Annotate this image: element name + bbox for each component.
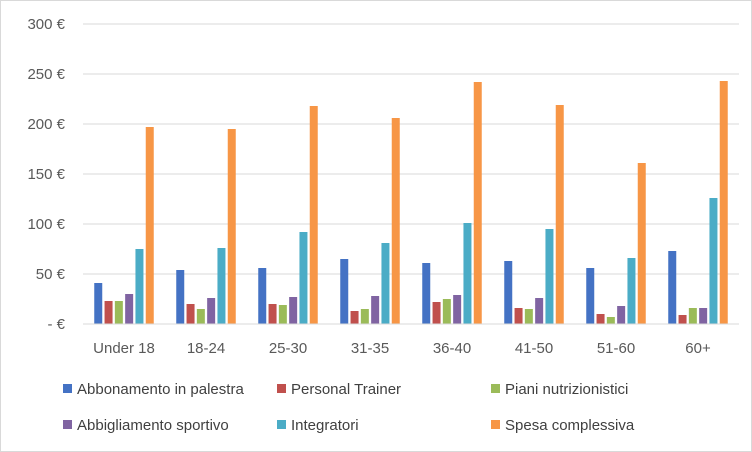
bar-1-under-18 (94, 283, 103, 324)
bar-2-36-40 (432, 302, 441, 324)
bar-2-25-30 (268, 304, 277, 324)
bar-2-60- (678, 315, 687, 324)
legend-label: Abbonamento in palestra (77, 381, 244, 398)
legend-swatch (491, 420, 500, 429)
y-tick-label: 50 € (36, 266, 66, 283)
bar-1-60- (668, 251, 677, 324)
x-axis-tick-labels: Under 18 18-24 25-30 31-35 36-40 41-50 51-60 60… (93, 340, 711, 357)
bar-5-under-18 (135, 249, 144, 324)
bar-1-25-30 (258, 268, 267, 324)
bar-6-18-24 (227, 129, 236, 324)
bar-5-41-50 (545, 229, 554, 324)
x-tick-label: 51-60 (597, 340, 635, 357)
bar-5-25-30 (299, 232, 308, 324)
bar-4-41-50 (535, 298, 544, 324)
bar-3-41-50 (524, 309, 533, 324)
bar-3-18-24 (196, 309, 205, 324)
bar-1-18-24 (176, 270, 185, 324)
legend: Abbonamento in palestra Personal Trainer P… (63, 381, 635, 434)
bar-6-41-50 (555, 105, 564, 324)
bar-5-36-40 (463, 223, 472, 324)
bar-6-60- (719, 81, 728, 324)
bar-3-51-60 (606, 317, 615, 324)
bars (94, 81, 728, 324)
y-tick-label: 250 € (27, 66, 65, 83)
bar-6-under-18 (145, 127, 154, 324)
bar-5-18-24 (217, 248, 226, 324)
bar-4-under-18 (125, 294, 134, 324)
legend-swatch (63, 420, 72, 429)
legend-swatch (277, 384, 286, 393)
legend-swatch (277, 420, 286, 429)
y-tick-label: - € (47, 316, 65, 333)
bar-6-36-40 (473, 82, 482, 324)
legend-label: Personal Trainer (291, 381, 401, 398)
y-axis-tick-labels: - € 50 € 100 € 150 € 200 € 250 € 300 € (27, 16, 65, 333)
legend-swatch (63, 384, 72, 393)
x-tick-label: Under 18 (93, 340, 155, 357)
y-tick-label: 150 € (27, 166, 65, 183)
x-tick-label: 60+ (685, 340, 711, 357)
bar-1-36-40 (422, 263, 431, 324)
bar-2-51-60 (596, 314, 605, 324)
bar-4-36-40 (453, 295, 462, 324)
bar-2-under-18 (104, 301, 113, 324)
legend-label: Spesa complessiva (505, 417, 635, 434)
bar-6-51-60 (637, 163, 646, 324)
x-tick-label: 25-30 (269, 340, 307, 357)
bar-5-60- (709, 198, 718, 324)
bar-4-18-24 (207, 298, 216, 324)
legend-label: Integratori (291, 417, 359, 434)
bar-5-31-35 (381, 243, 390, 324)
bar-4-31-35 (371, 296, 380, 324)
bar-4-25-30 (289, 297, 298, 324)
y-tick-label: 100 € (27, 216, 65, 233)
bar-1-51-60 (586, 268, 595, 324)
bar-3-36-40 (442, 299, 451, 324)
bar-6-25-30 (309, 106, 318, 324)
bar-2-31-35 (350, 311, 359, 324)
bar-3-31-35 (360, 309, 369, 324)
legend-label: Piani nutrizionistici (505, 381, 628, 398)
y-tick-label: 200 € (27, 116, 65, 133)
bar-2-41-50 (514, 308, 523, 324)
bar-3-25-30 (278, 305, 287, 324)
legend-swatch (491, 384, 500, 393)
bar-2-18-24 (186, 304, 195, 324)
y-tick-label: 300 € (27, 16, 65, 33)
bar-3-60- (688, 308, 697, 324)
x-tick-label: 18-24 (187, 340, 225, 357)
bar-1-41-50 (504, 261, 513, 324)
x-tick-label: 36-40 (433, 340, 471, 357)
bar-3-under-18 (114, 301, 123, 324)
bar-5-51-60 (627, 258, 636, 324)
legend-label: Abbigliamento sportivo (77, 417, 229, 434)
bar-4-60- (699, 308, 708, 324)
bar-4-51-60 (617, 306, 626, 324)
bar-1-31-35 (340, 259, 349, 324)
x-tick-label: 31-35 (351, 340, 389, 357)
x-tick-label: 41-50 (515, 340, 553, 357)
bar-6-31-35 (391, 118, 400, 324)
